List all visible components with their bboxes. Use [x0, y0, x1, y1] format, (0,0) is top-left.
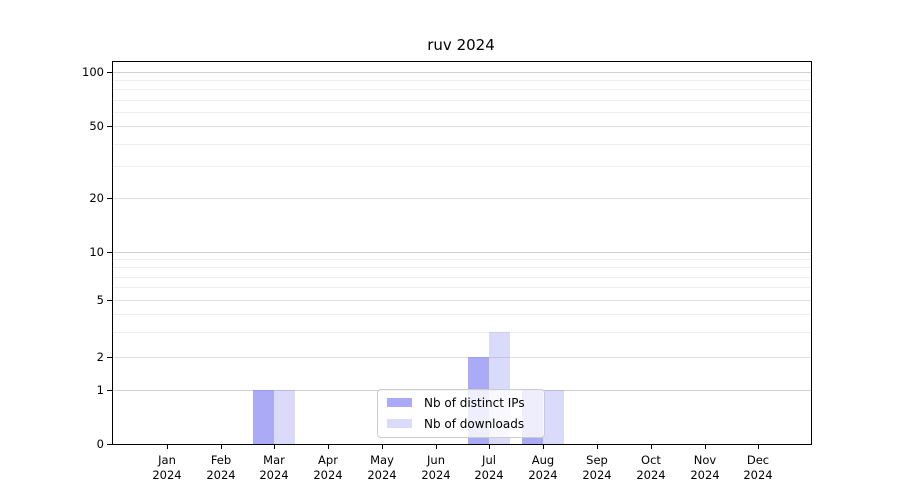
month-label: Sep	[586, 453, 608, 467]
x-tick-label-oct: Oct 2024	[623, 453, 679, 483]
legend: Nb of distinct IPs Nb of downloads	[377, 389, 545, 438]
gridline-5	[113, 300, 811, 301]
x-tick-jan	[167, 445, 168, 449]
month-label: Apr	[318, 453, 338, 467]
x-tick-label-jan: Jan 2024	[139, 453, 195, 483]
y-tick-20	[107, 198, 112, 199]
x-tick-apr	[328, 445, 329, 449]
month-label: Jun	[427, 453, 445, 467]
month-label: Jan	[158, 453, 176, 467]
distinct-ips-swatch-icon	[387, 398, 412, 407]
year-label: 2024	[313, 468, 343, 482]
x-tick-jun	[436, 445, 437, 449]
month-label: May	[370, 453, 394, 467]
x-tick-nov	[705, 445, 706, 449]
minor-gridline-40	[113, 144, 811, 145]
year-label: 2024	[528, 468, 558, 482]
x-tick-label-apr: Apr 2024	[300, 453, 356, 483]
gridline-2	[113, 357, 811, 358]
y-tick-5	[107, 300, 112, 301]
year-label: 2024	[421, 468, 451, 482]
month-label: Nov	[693, 453, 717, 467]
y-tick-50	[107, 126, 112, 127]
x-tick-label-sep: Sep 2024	[569, 453, 625, 483]
major-gridline-100	[113, 72, 811, 73]
gridline-50	[113, 126, 811, 127]
bar-downloads-mar	[274, 390, 295, 444]
x-tick-label-dec: Dec 2024	[730, 453, 786, 483]
legend-item-downloads: Nb of downloads	[378, 413, 544, 434]
x-tick-dec	[758, 445, 759, 449]
y-tick-label-2: 2	[96, 350, 104, 364]
y-tick-0	[107, 444, 112, 445]
x-tick-label-jul: Jul 2024	[461, 453, 517, 483]
year-label: 2024	[636, 468, 666, 482]
minor-gridline-8	[113, 267, 811, 268]
minor-gridline-6	[113, 287, 811, 288]
bar-distinct-ips-mar	[253, 390, 274, 444]
minor-gridline-3	[113, 332, 811, 333]
year-label: 2024	[367, 468, 397, 482]
x-tick-label-feb: Feb 2024	[193, 453, 249, 483]
gridline-20	[113, 198, 811, 199]
x-tick-jul	[489, 445, 490, 449]
x-tick-feb	[221, 445, 222, 449]
minor-gridline-70	[113, 100, 811, 101]
y-tick-label-50: 50	[89, 119, 104, 133]
year-label: 2024	[690, 468, 720, 482]
month-label: Dec	[746, 453, 770, 467]
x-tick-label-nov: Nov 2024	[677, 453, 733, 483]
y-tick-1	[107, 390, 112, 391]
y-tick-label-100: 100	[82, 65, 104, 79]
month-label: Oct	[641, 453, 661, 467]
month-label: Mar	[263, 453, 285, 467]
month-label: Feb	[210, 453, 232, 467]
year-label: 2024	[206, 468, 236, 482]
y-tick-label-5: 5	[96, 293, 104, 307]
legend-item-distinct-ips: Nb of distinct IPs	[378, 392, 544, 413]
major-gridline-10	[113, 252, 811, 253]
plot-area: Nb of distinct IPs Nb of downloads	[112, 61, 812, 445]
legend-label: Nb of distinct IPs	[424, 395, 525, 410]
year-label: 2024	[474, 468, 504, 482]
y-tick-2	[107, 357, 112, 358]
year-label: 2024	[259, 468, 289, 482]
x-tick-aug	[543, 445, 544, 449]
minor-gridline-90	[113, 80, 811, 81]
chart-title: ruv 2024	[427, 36, 495, 54]
minor-gridline-60	[113, 112, 811, 113]
month-label: Jul	[482, 453, 496, 467]
y-tick-label-1: 1	[96, 383, 104, 397]
x-tick-label-jun: Jun 2024	[408, 453, 464, 483]
y-tick-label-0: 0	[96, 437, 104, 451]
minor-gridline-30	[113, 166, 811, 167]
x-tick-mar	[274, 445, 275, 449]
year-label: 2024	[582, 468, 612, 482]
y-tick-label-20: 20	[89, 191, 104, 205]
month-label: Aug	[531, 453, 555, 467]
x-tick-may	[382, 445, 383, 449]
bar-downloads-aug	[543, 390, 564, 444]
year-label: 2024	[152, 468, 182, 482]
y-tick-label-10: 10	[89, 245, 104, 259]
y-tick-100	[107, 72, 112, 73]
downloads-swatch-icon	[387, 419, 412, 428]
minor-gridline-80	[113, 89, 811, 90]
minor-gridline-9	[113, 259, 811, 260]
y-tick-10	[107, 252, 112, 253]
x-tick-label-mar: Mar 2024	[246, 453, 302, 483]
x-tick-label-aug: Aug 2024	[515, 453, 571, 483]
legend-label: Nb of downloads	[424, 416, 525, 431]
year-label: 2024	[743, 468, 773, 482]
x-tick-sep	[597, 445, 598, 449]
x-tick-label-may: May 2024	[354, 453, 410, 483]
minor-gridline-7	[113, 277, 811, 278]
x-tick-oct	[651, 445, 652, 449]
minor-gridline-4	[113, 314, 811, 315]
